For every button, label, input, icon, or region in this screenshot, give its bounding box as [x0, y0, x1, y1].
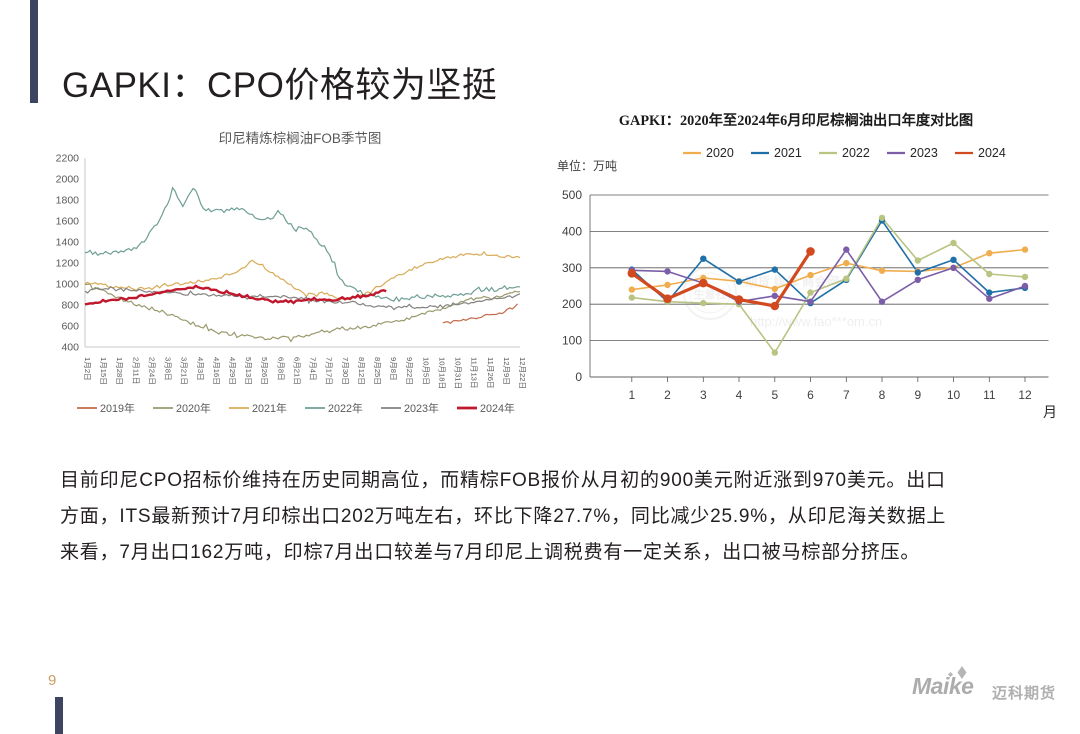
svg-text:7月30日: 7月30日 [341, 357, 350, 385]
svg-text:1400: 1400 [56, 237, 80, 249]
svg-text:7月17日: 7月17日 [325, 357, 334, 385]
svg-text:3月8日: 3月8日 [164, 357, 173, 381]
svg-text:5: 5 [771, 388, 778, 402]
svg-text:2200: 2200 [56, 153, 80, 165]
svg-text:2023: 2023 [910, 146, 938, 160]
svg-text:1: 1 [628, 388, 635, 402]
svg-text:2022年: 2022年 [328, 401, 363, 415]
svg-text:11月13日: 11月13日 [470, 357, 479, 389]
svg-text:2022: 2022 [842, 146, 870, 160]
svg-text:7月4日: 7月4日 [309, 357, 318, 381]
svg-text:10月18日: 10月18日 [437, 357, 446, 389]
svg-text:2021年: 2021年 [252, 401, 287, 415]
svg-text:400: 400 [562, 224, 582, 238]
svg-text:4月3日: 4月3日 [196, 357, 205, 381]
svg-text:9: 9 [914, 388, 921, 402]
svg-text:0: 0 [575, 370, 582, 384]
svg-text:1月28日: 1月28日 [115, 357, 124, 385]
svg-text:8月12日: 8月12日 [357, 357, 366, 385]
svg-text:400: 400 [61, 342, 79, 354]
svg-text:6月21日: 6月21日 [292, 357, 301, 385]
svg-text:1600: 1600 [56, 216, 80, 228]
svg-text:10月31日: 10月31日 [454, 357, 463, 389]
svg-text:8: 8 [879, 388, 886, 402]
svg-text:9月22日: 9月22日 [405, 357, 414, 385]
svg-text:生意社: 生意社 [694, 287, 727, 301]
svg-text:月: 月 [1043, 404, 1057, 420]
svg-text:2020年: 2020年 [176, 401, 211, 415]
svg-text:5月13日: 5月13日 [244, 357, 253, 385]
svg-text:3月21日: 3月21日 [180, 357, 189, 385]
svg-text:4月16日: 4月16日 [212, 357, 221, 385]
svg-text:4: 4 [736, 388, 743, 402]
svg-text:1月2日: 1月2日 [83, 357, 92, 381]
svg-text:300: 300 [562, 261, 582, 275]
svg-text:印尼精炼棕榈油FOB季节图: 印尼精炼棕榈油FOB季节图 [219, 131, 382, 146]
svg-text:12: 12 [1018, 388, 1032, 402]
svg-text:3: 3 [700, 388, 707, 402]
svg-text:100: 100 [562, 334, 582, 348]
svg-text:1200: 1200 [56, 258, 80, 270]
svg-text:单位：万吨: 单位：万吨 [557, 158, 617, 173]
svg-text:2024年: 2024年 [480, 401, 515, 415]
svg-text:5月26日: 5月26日 [260, 357, 269, 385]
svg-text:2月11日: 2月11日 [131, 357, 140, 384]
svg-text:1000: 1000 [56, 279, 80, 291]
svg-text:800: 800 [61, 300, 79, 312]
svg-text:2023年: 2023年 [404, 401, 439, 415]
svg-text:http://www.fao***om.cn: http://www.fao***om.cn [750, 314, 882, 329]
svg-text:12月9日: 12月9日 [502, 357, 511, 385]
svg-text:10: 10 [947, 388, 961, 402]
svg-text:2021: 2021 [774, 146, 802, 160]
svg-text:6: 6 [807, 388, 814, 402]
svg-text:11: 11 [983, 388, 996, 402]
svg-text:1月15日: 1月15日 [99, 357, 108, 385]
svg-text:GAPKI：2020年至2024年6月印尼棕榈油出口年度对比: GAPKI：2020年至2024年6月印尼棕榈油出口年度对比图 [619, 111, 973, 129]
svg-text:200: 200 [562, 297, 582, 311]
svg-text:6月8日: 6月8日 [276, 357, 285, 381]
svg-text:2月24日: 2月24日 [147, 357, 156, 385]
svg-text:9月8日: 9月8日 [389, 357, 398, 381]
svg-text:11月26日: 11月26日 [486, 357, 495, 389]
svg-text:10月5日: 10月5日 [421, 357, 430, 385]
svg-text:2: 2 [664, 388, 671, 402]
svg-text:4月29日: 4月29日 [228, 357, 237, 385]
svg-text:7: 7 [843, 388, 850, 402]
svg-text:2024: 2024 [978, 146, 1006, 160]
svg-text:2000: 2000 [56, 174, 80, 186]
svg-text:8月25日: 8月25日 [373, 357, 382, 385]
svg-text:2020: 2020 [706, 146, 734, 160]
svg-text:500: 500 [562, 188, 582, 202]
svg-text:2019年: 2019年 [100, 401, 135, 415]
svg-text:12月22日: 12月22日 [518, 357, 527, 389]
svg-text:600: 600 [61, 321, 79, 333]
svg-text:1800: 1800 [56, 195, 80, 207]
